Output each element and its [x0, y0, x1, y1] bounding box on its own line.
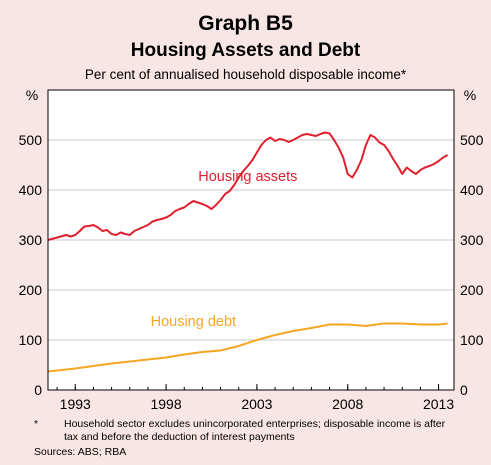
y-tick-label-left: 100 — [19, 332, 43, 348]
y-tick-label-left: 500 — [19, 132, 43, 148]
y-tick-label-right: 100 — [460, 332, 484, 348]
y-tick-label-left: 0 — [34, 382, 42, 398]
y-tick-label-right: 0 — [460, 382, 468, 398]
footnote-text: Household sector excludes unincorporated… — [64, 418, 446, 443]
x-tick-label: 2008 — [332, 396, 363, 412]
series-label-housing-assets: Housing assets — [198, 169, 297, 185]
chart-area: 0 0 100 100 200 200 300 300 400 400 500 500% % 1993 19… — [19, 87, 484, 412]
y-tick-label-right: 300 — [460, 232, 484, 248]
y-tick-label-right: 400 — [460, 182, 484, 198]
y-tick-label-left: 300 — [19, 232, 43, 248]
y-tick-label-right: 500 — [460, 132, 484, 148]
graph-label: Graph B5 — [198, 12, 293, 35]
y-tick-label-left: 400 — [19, 182, 43, 198]
x-tick-label: 1998 — [150, 396, 181, 412]
y-axis-unit-left: % — [26, 87, 38, 103]
series-line-housing-debt — [47, 322, 448, 373]
y-tick-label-left: 200 — [19, 282, 43, 298]
x-tick-label: 2003 — [241, 396, 272, 412]
footnote-marker: * — [34, 418, 39, 430]
x-tick-label: 2013 — [423, 396, 454, 412]
plot-frame — [47, 89, 455, 391]
sources-text: Sources: ABS; RBA — [34, 446, 127, 458]
chart-subtitle: Per cent of annualised household disposa… — [84, 67, 407, 82]
chart-title: Housing Assets and Debt — [130, 40, 361, 61]
y-tick-label-right: 200 — [460, 282, 484, 298]
y-axis-unit-right: % — [464, 87, 476, 103]
x-tick-label: 1993 — [60, 396, 91, 412]
series-label-housing-debt: Housing debt — [151, 314, 236, 330]
series-line-housing-assets — [47, 131, 449, 241]
